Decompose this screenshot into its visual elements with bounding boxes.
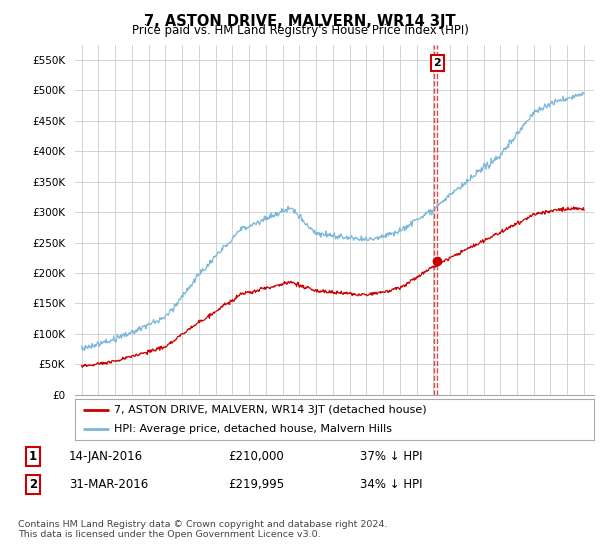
- Text: 1: 1: [29, 450, 37, 463]
- Text: Price paid vs. HM Land Registry's House Price Index (HPI): Price paid vs. HM Land Registry's House …: [131, 24, 469, 37]
- Text: £210,000: £210,000: [228, 450, 284, 463]
- Text: Contains HM Land Registry data © Crown copyright and database right 2024.
This d: Contains HM Land Registry data © Crown c…: [18, 520, 388, 539]
- Text: 7, ASTON DRIVE, MALVERN, WR14 3JT (detached house): 7, ASTON DRIVE, MALVERN, WR14 3JT (detac…: [114, 405, 427, 415]
- Text: 14-JAN-2016: 14-JAN-2016: [69, 450, 143, 463]
- Text: 2: 2: [29, 478, 37, 491]
- Text: 31-MAR-2016: 31-MAR-2016: [69, 478, 148, 491]
- Text: 34% ↓ HPI: 34% ↓ HPI: [360, 478, 422, 491]
- Text: HPI: Average price, detached house, Malvern Hills: HPI: Average price, detached house, Malv…: [114, 424, 392, 433]
- Text: 37% ↓ HPI: 37% ↓ HPI: [360, 450, 422, 463]
- Text: £219,995: £219,995: [228, 478, 284, 491]
- Text: 7, ASTON DRIVE, MALVERN, WR14 3JT: 7, ASTON DRIVE, MALVERN, WR14 3JT: [144, 14, 456, 29]
- Text: 2: 2: [434, 58, 442, 68]
